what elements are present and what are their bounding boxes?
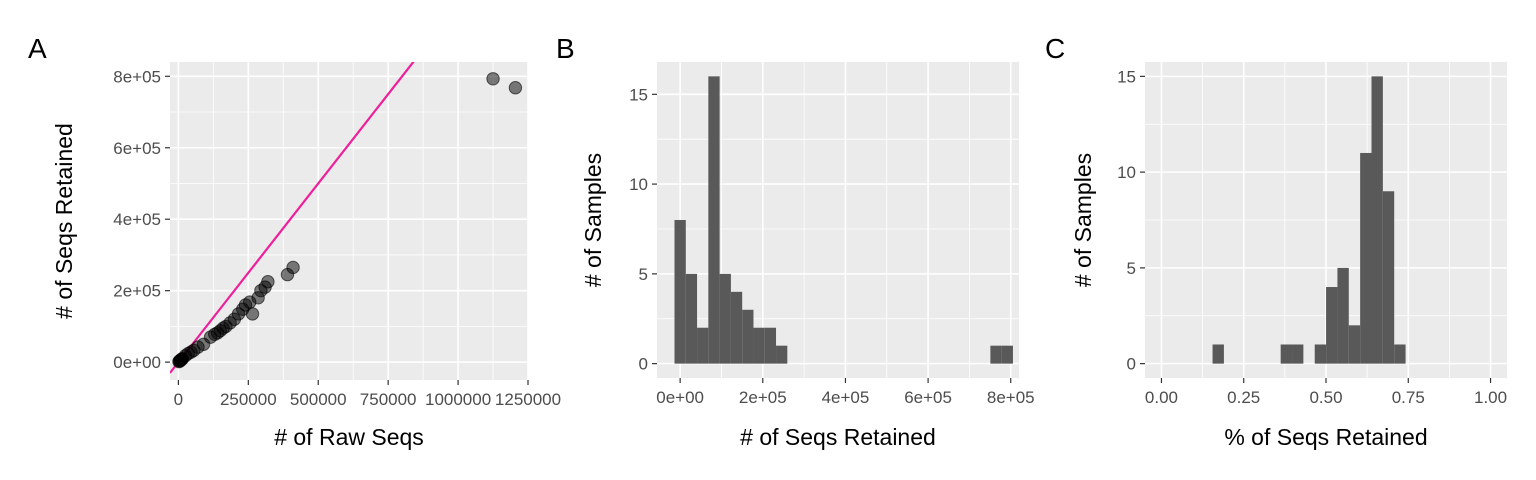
histogram-bar	[1314, 344, 1327, 364]
y-tick-label: 10	[629, 175, 648, 194]
x-tick-label: 1.00	[1474, 388, 1507, 407]
histogram-bar	[990, 345, 1002, 364]
x-tick-label: 250000	[220, 390, 277, 409]
histogram-bar	[697, 327, 709, 364]
x-tick-label: 8e+05	[987, 388, 1035, 407]
histogram-bar	[776, 345, 788, 364]
y-tick-label: 0e+00	[113, 353, 161, 372]
marks-c	[1212, 76, 1406, 364]
histogram-bar	[1212, 344, 1224, 364]
panel-a: A 0 250000 500000 750000 1000000 1250000 0e+00…	[28, 33, 561, 450]
x-tick-label: 0e+00	[656, 388, 704, 407]
histogram-bar	[1371, 76, 1383, 364]
ticks-a: 0 250000 500000 750000 1000000 1250000 0e+00 2e…	[113, 67, 561, 409]
panel-label-b: B	[556, 33, 575, 64]
histogram-bar	[1326, 287, 1338, 364]
x-tick-label: 0.00	[1145, 388, 1178, 407]
y-tick-label: 5	[639, 265, 648, 284]
histogram-bar	[742, 309, 754, 364]
histogram-bar	[1382, 191, 1395, 364]
histogram-bar	[708, 76, 720, 364]
histogram-bar	[1348, 325, 1361, 364]
histogram-bar	[685, 273, 698, 364]
y-tick-label: 15	[1117, 67, 1136, 86]
x-tick-label: 1250000	[495, 390, 561, 409]
panel-label-c: C	[1045, 33, 1065, 64]
y-tick-label: 10	[1117, 163, 1136, 182]
histogram-bar	[1360, 152, 1372, 364]
scatter-point	[486, 72, 500, 86]
panel-c: C 0.00 0.25 0.50 0.75 1.00 0 5 10 15 % of Seqs R…	[1045, 33, 1507, 450]
panel-label-a: A	[28, 33, 47, 64]
x-tick-label: 6e+05	[904, 388, 952, 407]
x-tick-label: 4e+05	[822, 388, 870, 407]
x-tick-label: 0	[174, 390, 183, 409]
x-tick-label: 1000000	[425, 390, 491, 409]
scatter-point	[245, 307, 260, 321]
scatter-point	[508, 81, 523, 95]
y-tick-label: 6e+05	[113, 139, 161, 158]
scatter-point	[261, 275, 275, 289]
histogram-bar	[719, 273, 731, 364]
ticks-c: 0.00 0.25 0.50 0.75 1.00 0 5 10 15	[1117, 67, 1507, 407]
identity-line	[170, 62, 415, 374]
histogram-bar	[764, 327, 777, 364]
marks-b	[674, 76, 1013, 364]
gridlines-a	[170, 62, 529, 380]
histogram-bar	[674, 220, 686, 364]
y-axis-title-b: # of Samples	[580, 153, 606, 287]
marks-a	[170, 62, 523, 374]
y-tick-label: 0	[639, 355, 648, 374]
histogram-bar	[1001, 345, 1013, 364]
scatter-point	[286, 260, 300, 275]
y-tick-label: 8e+05	[113, 67, 161, 86]
panel-b: B 0e+00 2e+05 4e+05 6e+05 8e+05 0 5 10 15 # of S…	[556, 33, 1035, 450]
x-tick-label: 0.50	[1309, 388, 1342, 407]
y-tick-label: 2e+05	[113, 282, 161, 301]
x-axis-title-a: # of Raw Seqs	[274, 424, 424, 450]
x-tick-label: 750000	[360, 390, 417, 409]
y-tick-label: 15	[629, 85, 648, 104]
y-tick-label: 5	[1127, 259, 1136, 278]
y-axis-title-a: # of Seqs Retained	[51, 123, 77, 319]
histogram-bar	[1292, 344, 1304, 364]
histogram-bar	[1337, 267, 1349, 364]
histogram-bar	[730, 291, 743, 364]
x-tick-label: 0.25	[1227, 388, 1260, 407]
ticks-b: 0e+00 2e+05 4e+05 6e+05 8e+05 0 5 10 15	[629, 85, 1035, 407]
y-tick-label: 0	[1127, 355, 1136, 374]
x-axis-title-b: # of Seqs Retained	[740, 424, 936, 450]
histogram-bar	[753, 327, 765, 364]
x-tick-label: 0.75	[1392, 388, 1425, 407]
histogram-bar	[1394, 344, 1406, 364]
y-axis-title-c: # of Samples	[1070, 153, 1096, 287]
x-axis-title-c: % of Seqs Retained	[1224, 424, 1427, 450]
y-tick-label: 4e+05	[113, 210, 161, 229]
x-tick-label: 500000	[290, 390, 347, 409]
x-tick-label: 2e+05	[739, 388, 787, 407]
histogram-bar	[1280, 344, 1293, 364]
